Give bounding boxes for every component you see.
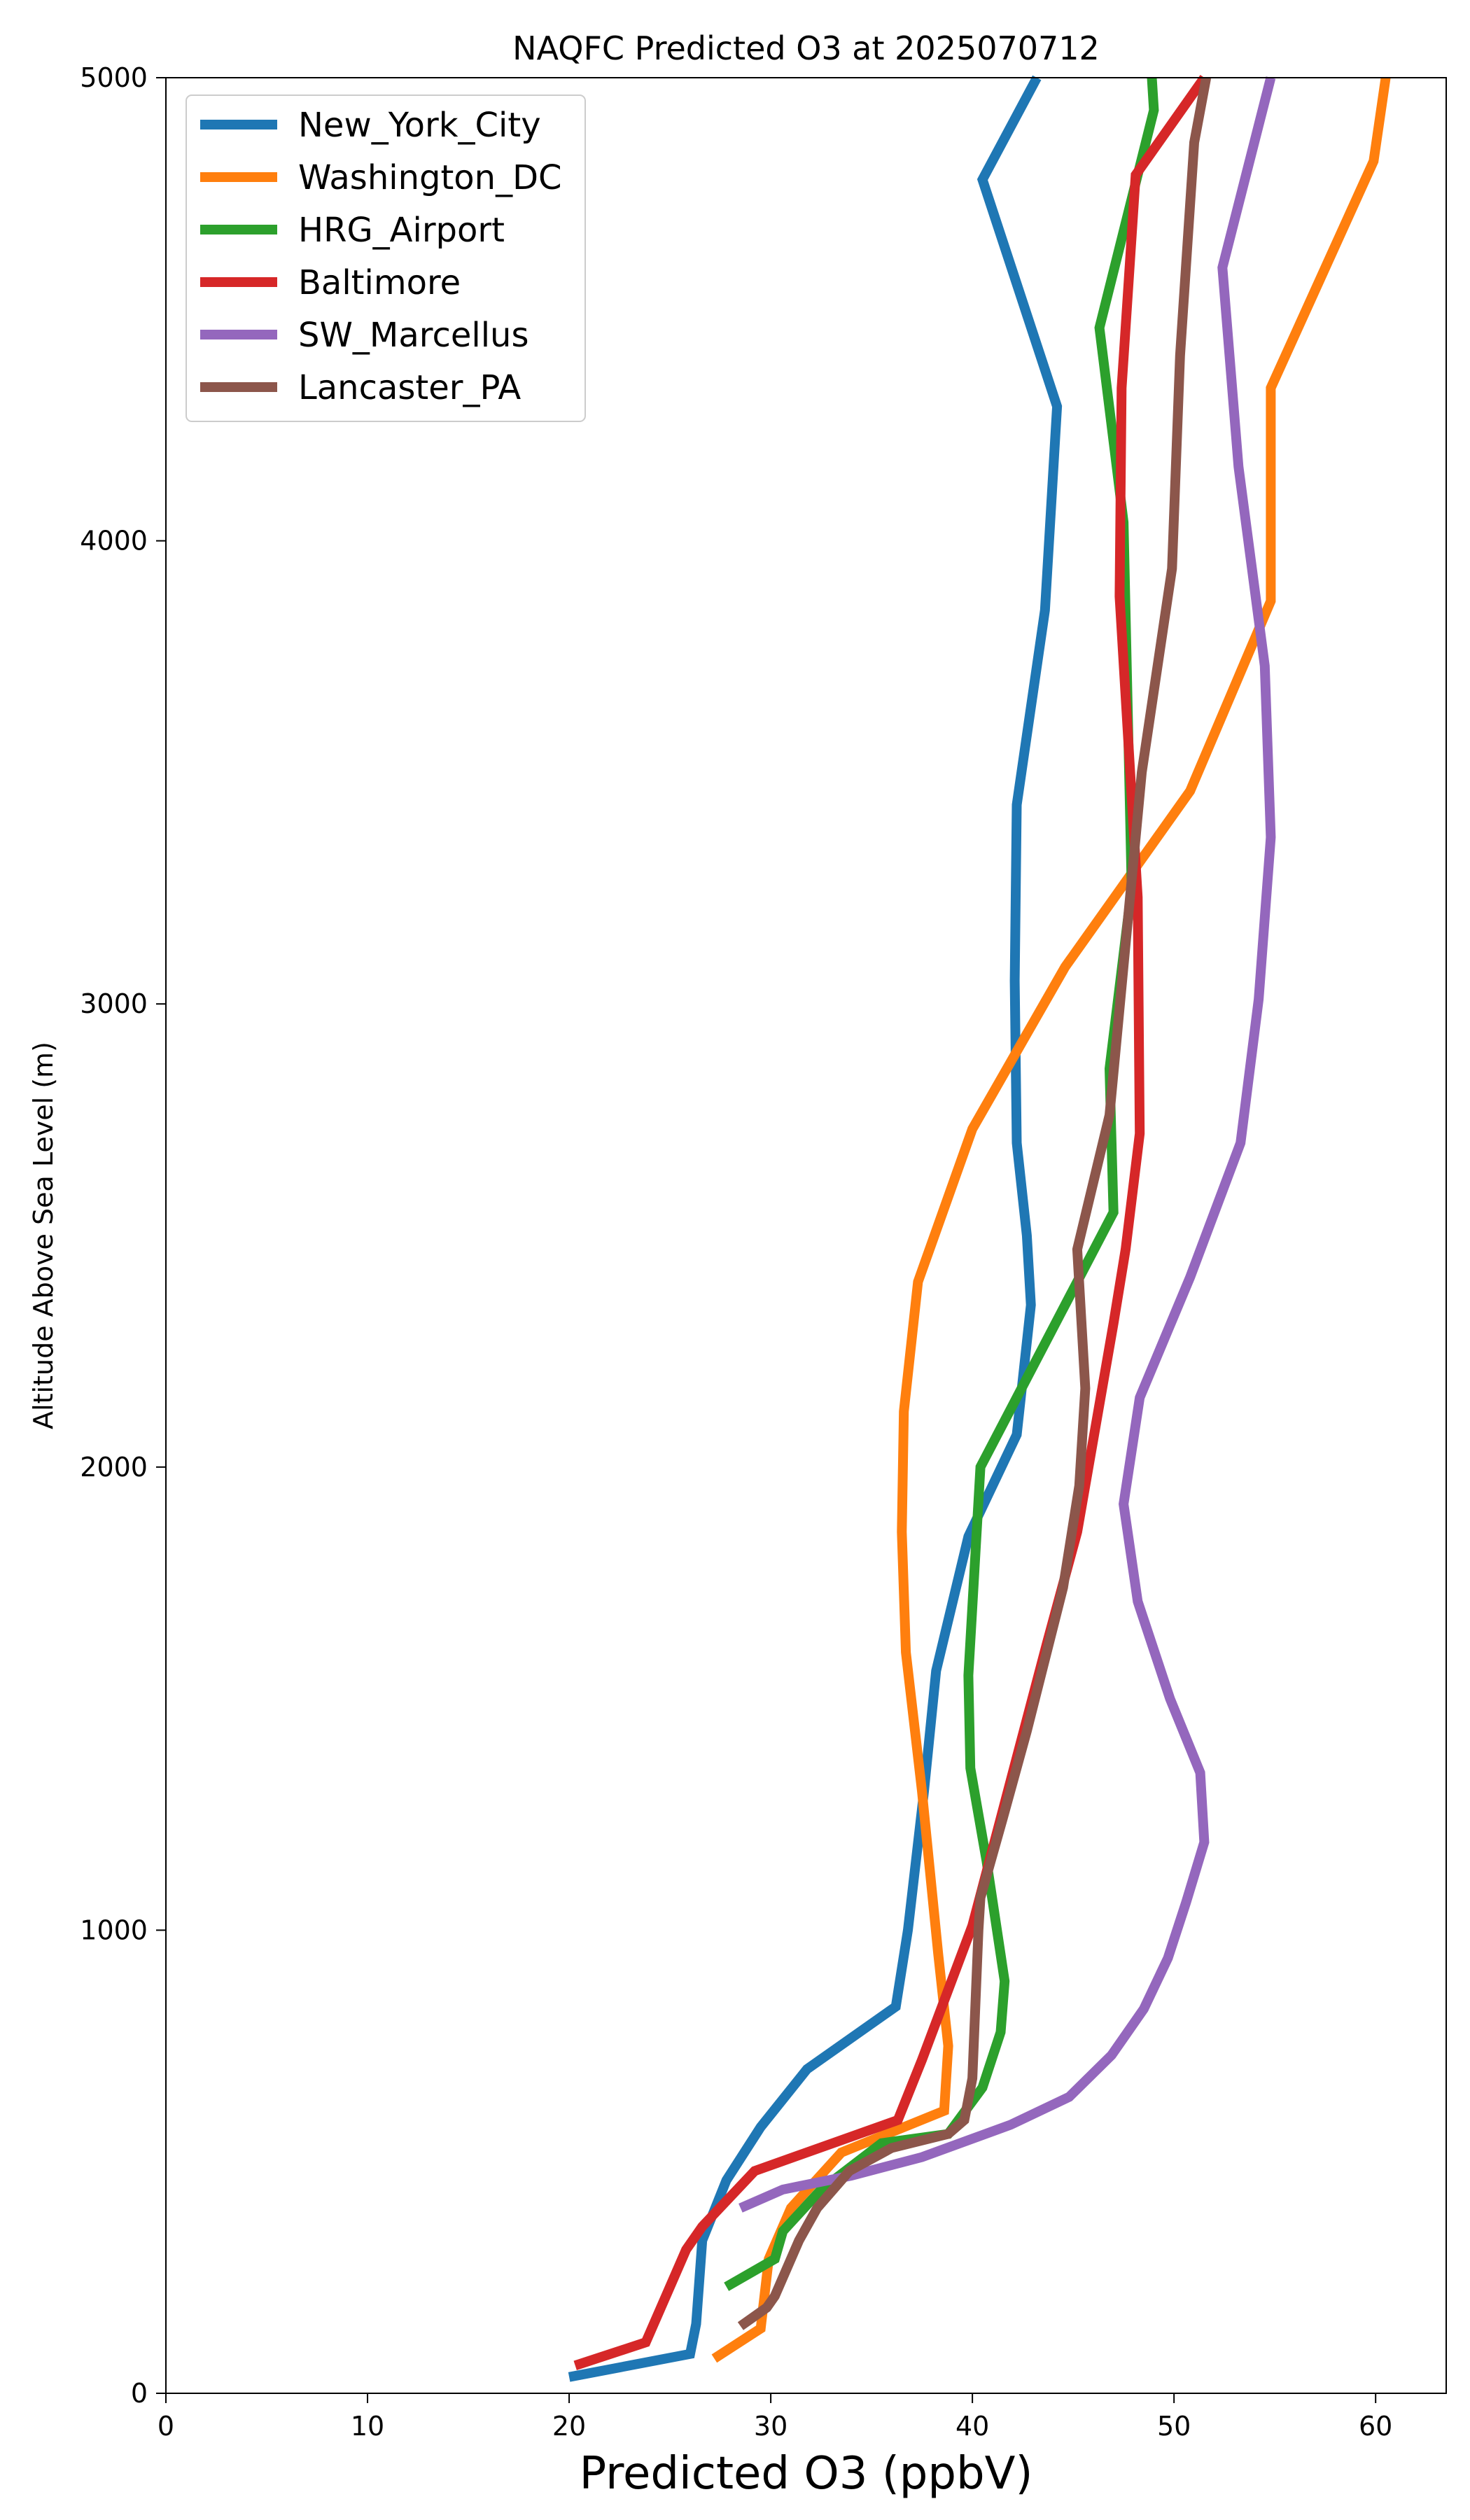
y-tick-label: 1000 — [80, 1914, 148, 1945]
x-tick-label: 30 — [754, 2411, 788, 2442]
legend-label: Lancaster_PA — [298, 368, 521, 407]
y-axis: 0 1000 2000 3000 4000 5000 — [80, 62, 166, 2409]
x-tick-label: 50 — [1157, 2411, 1191, 2442]
legend-label: HRG_Airport — [298, 211, 505, 250]
legend-box — [186, 94, 586, 422]
legend-label: Washington_DC — [298, 158, 562, 197]
x-tick-label: 0 — [158, 2411, 174, 2442]
series-layer — [568, 74, 1391, 2382]
x-tick-label: 40 — [955, 2411, 989, 2442]
plot-frame — [165, 77, 1447, 2394]
x-tick-label: 60 — [1359, 2411, 1392, 2442]
series-line-sw-marcellus — [738, 76, 1276, 2213]
x-axis-label: Predicted O3 (ppbV) — [580, 2448, 1033, 2500]
legend-label: SW_Marcellus — [298, 316, 528, 355]
x-tick-label: 20 — [552, 2411, 586, 2442]
y-tick-label: 3000 — [80, 988, 148, 1019]
legend-label: New_York_City — [298, 106, 541, 145]
series-line-lancaster-pa — [737, 76, 1212, 2330]
y-tick-label: 0 — [131, 2378, 148, 2409]
chart-title: NAQFC Predicted O3 at 2025070712 — [512, 29, 1100, 67]
y-tick-label: 2000 — [80, 1452, 148, 1483]
legend-label: Baltimore — [298, 263, 461, 302]
y-axis-label: Altitude Above Sea Level (m) — [28, 1042, 59, 1429]
legend: New_York_City Washington_DC HRG_Airport Bal… — [186, 94, 586, 422]
x-tick-label: 10 — [351, 2411, 384, 2442]
y-tick-label: 5000 — [80, 62, 148, 93]
y-tick-label: 4000 — [80, 526, 148, 556]
x-axis: 0 10 20 30 40 50 60 — [158, 2393, 1392, 2442]
